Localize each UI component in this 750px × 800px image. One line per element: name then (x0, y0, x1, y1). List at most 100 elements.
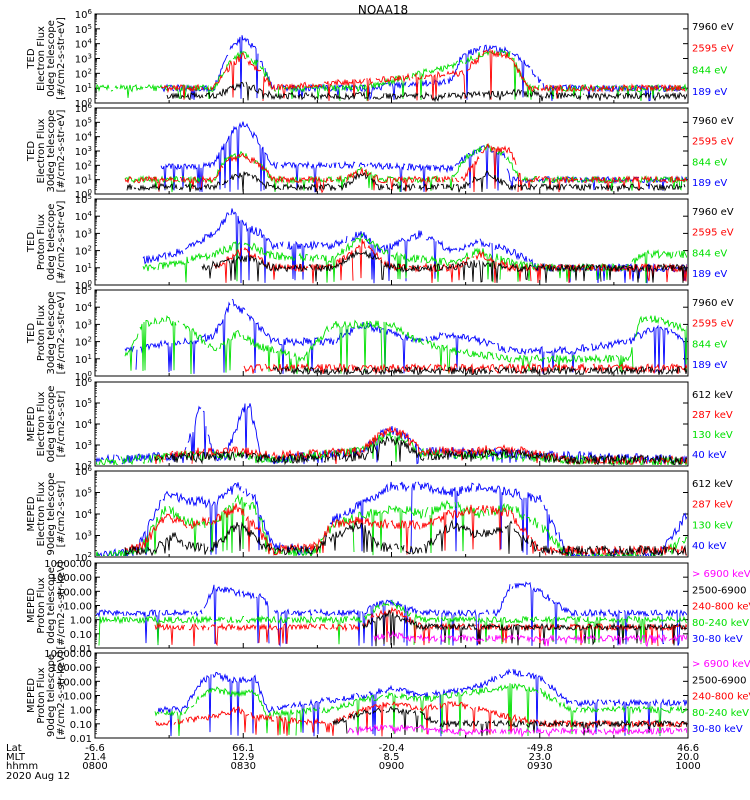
legend-entry: 844 eV (692, 157, 727, 168)
y-tick-label: 101 (75, 353, 92, 366)
y-axis-label: [#/cm2-s-str] (56, 480, 67, 547)
y-tick-label: 103 (75, 318, 92, 331)
y-tick-label: 101 (75, 82, 92, 95)
y-tick-label: 10000.00 (44, 559, 92, 570)
legend-entry: 7960 eV (692, 298, 734, 309)
legend-entry: 844 eV (692, 65, 727, 76)
y-axis-label: TED (26, 141, 37, 162)
y-tick-label: 104 (75, 210, 93, 223)
x-tick-label: 46.6 (677, 743, 699, 754)
series-189-ev (142, 208, 687, 284)
y-tick-label: 103 (75, 145, 92, 158)
x-tick-label: 66.1 (232, 743, 254, 754)
y-tick-label: 104 (75, 508, 93, 521)
y-axis-label: Electron Flux (36, 391, 47, 456)
y-axis-label: MEPED (26, 496, 37, 531)
y-axis-label: MEPED (26, 406, 37, 441)
y-tick-label: 10.00 (63, 602, 92, 613)
series-6900-kev (373, 629, 687, 647)
y-axis-label: Proton Flux (36, 667, 47, 723)
x-row-label: Lat (6, 743, 22, 754)
legend-entry: 80-240 keV (692, 708, 749, 719)
legend-entry: 240-800 keV (692, 602, 750, 613)
y-tick-label: 105 (75, 116, 92, 129)
x-tick-label: 0800 (82, 761, 107, 772)
y-tick-label: 102 (75, 67, 92, 80)
data-traces (124, 121, 687, 193)
y-axis-label: 0deg telescope (46, 567, 57, 644)
legend-entry: 240-800 keV (692, 692, 750, 703)
y-axis-label: [#/cm2-s-str-eV] (56, 110, 67, 193)
y-axis-label: [#/cm2-s-str-keV] (56, 561, 67, 649)
legend-entry: 7960 eV (692, 116, 734, 127)
y-tick-label: 1000.00 (51, 663, 92, 674)
y-axis-label: Electron Flux (36, 118, 47, 183)
y-axis-label: 30deg telescope (46, 291, 57, 374)
y-axis-label: [#/cm2-s-str-eV] (56, 17, 67, 100)
x-tick-label: 0930 (527, 761, 552, 772)
x-tick-label: 23.0 (529, 752, 551, 763)
y-tick-label: 106 (75, 465, 93, 478)
y-axis-label: 90deg telescope (46, 472, 57, 555)
series-844-ev (142, 232, 687, 284)
legend-entry: 189 eV (692, 269, 727, 280)
legend-entry: 612 keV (692, 390, 733, 401)
y-axis-label: MEPED (26, 678, 37, 713)
y-tick-label: 10.00 (63, 692, 92, 703)
legend-entry: > 6900 keV (692, 659, 750, 670)
legend-entry: 844 eV (692, 339, 727, 350)
y-axis-label: MEPED (26, 588, 37, 623)
y-axis-label: TED (26, 48, 37, 69)
series-2500-6900 (361, 610, 687, 647)
y-axis-label: [#/cm2-s-str-eV] (56, 201, 67, 284)
y-tick-label: 102 (75, 159, 92, 172)
x-tick-label: 12.9 (232, 752, 254, 763)
series-80-240-kev (96, 599, 687, 646)
legend-entry: 189 eV (692, 87, 727, 98)
y-axis-label: Proton Flux (36, 577, 47, 633)
plot-title: NOAA18 (358, 3, 408, 17)
y-tick-label: 100.00 (57, 587, 92, 598)
x-tick-label: 21.4 (84, 752, 106, 763)
series-6900-kev (347, 724, 687, 737)
legend-entry: 287 keV (692, 410, 733, 421)
legend-entry: 2500-6900 (692, 585, 747, 596)
y-tick-label: 0.01 (70, 734, 92, 745)
legend-entry: 40 keV (692, 541, 726, 552)
plot-date: 2020 Aug 12 (6, 771, 70, 782)
legend-entry: 130 keV (692, 520, 733, 531)
series-30-80-kev (156, 668, 687, 737)
legend-entry: 2595 eV (692, 44, 734, 55)
x-tick-label: 8.5 (384, 752, 400, 763)
series-189-ev (160, 35, 687, 102)
y-axis-label: [#/cm2-s-str] (56, 390, 67, 457)
legend-entry: > 6900 keV (692, 569, 750, 580)
legend-entry: 30-80 keV (692, 634, 743, 645)
y-tick-label: 103 (75, 530, 92, 543)
legend-entry: 2595 eV (692, 319, 734, 330)
y-axis-label: 0deg telescope (46, 386, 57, 463)
series-844-ev (124, 315, 687, 375)
y-tick-label: 106 (75, 8, 93, 21)
y-axis-label: [#/cm2-s-str-eV] (56, 292, 67, 375)
y-tick-label: 105 (75, 284, 92, 297)
y-tick-label: 100.00 (57, 677, 92, 688)
y-tick-label: 103 (75, 439, 92, 452)
y-tick-label: 1.00 (70, 616, 92, 627)
y-tick-label: 10000.00 (44, 649, 92, 660)
y-tick-label: 104 (75, 131, 93, 144)
series-80-240-kev (154, 682, 687, 737)
legend-entry: 7960 eV (692, 207, 734, 218)
data-traces (96, 403, 687, 465)
series-612-kev (154, 435, 687, 465)
y-tick-label: 106 (75, 102, 93, 115)
data-traces (124, 298, 687, 375)
